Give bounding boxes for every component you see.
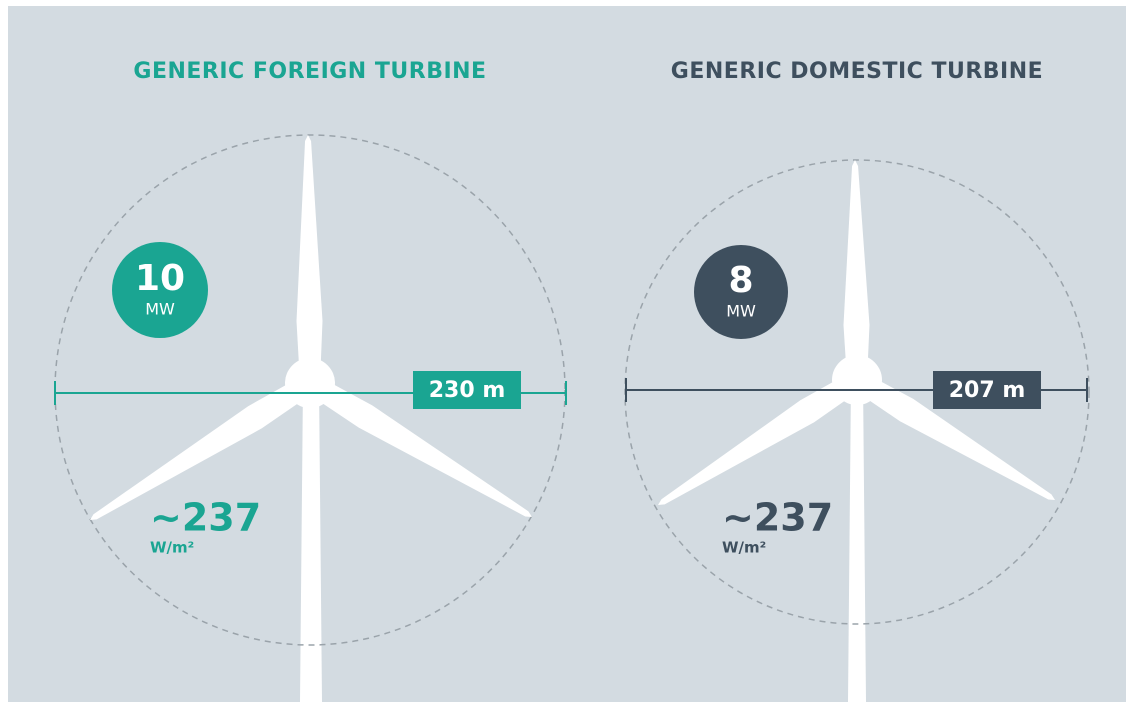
power-badge [112, 242, 208, 338]
specific-power: ~237 [722, 496, 833, 540]
diameter-label: 230 m [429, 378, 506, 403]
diameter-box [933, 371, 1041, 409]
blade [843, 160, 870, 381]
power-value: 8 [728, 260, 753, 301]
blade [304, 374, 532, 517]
diameter-box [413, 371, 521, 409]
tower [848, 380, 866, 702]
panel-title: GENERIC DOMESTIC TURBINE [671, 59, 1043, 84]
tower [300, 383, 322, 702]
power-unit: MW [726, 302, 756, 321]
hub [832, 355, 882, 405]
power-value: 10 [135, 258, 185, 299]
blade [851, 371, 1055, 500]
specific-power: ~237 [150, 496, 261, 540]
blade [296, 135, 323, 384]
blade [90, 374, 316, 520]
diameter-label: 207 m [949, 378, 1026, 403]
panel-title: GENERIC FOREIGN TURBINE [133, 59, 486, 84]
specific-power-unit: W/m² [150, 539, 194, 557]
power-unit: MW [145, 300, 175, 319]
hub [285, 358, 335, 408]
blade [658, 371, 863, 505]
specific-power-unit: W/m² [722, 539, 766, 557]
power-badge [694, 245, 788, 339]
background [8, 6, 1126, 702]
